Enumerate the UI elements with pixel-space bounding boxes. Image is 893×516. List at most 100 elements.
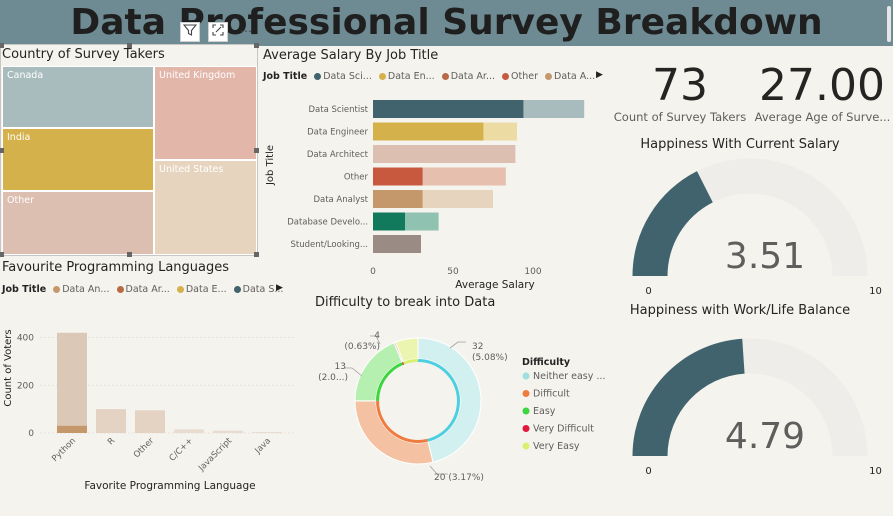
- legend-item[interactable]: Other: [498, 71, 538, 82]
- count-kpi-value: 73: [652, 60, 708, 111]
- language-bar[interactable]: [135, 410, 165, 433]
- donut-inner-ring[interactable]: [403, 359, 418, 365]
- legend-item[interactable]: Data E...: [173, 284, 227, 295]
- legend-label: Data Ar...: [450, 71, 495, 82]
- salary-bar-highlight[interactable]: [373, 190, 423, 208]
- resize-handle[interactable]: [0, 252, 4, 257]
- y-tick-label: Data Analyst: [313, 195, 368, 205]
- x-tick-label: 0: [370, 267, 376, 277]
- legend-item[interactable]: Data En...: [375, 71, 435, 82]
- legend-dot: [522, 407, 530, 415]
- legend-dot: [522, 390, 530, 397]
- treemap-cell-canada[interactable]: Canada: [2, 66, 154, 128]
- language-bar[interactable]: [174, 429, 204, 433]
- data-label: 4: [374, 331, 380, 341]
- more-options-icon: ⋯: [240, 24, 252, 38]
- treemap-cell-united-states[interactable]: United States: [154, 160, 257, 255]
- treemap-cell-united-kingdom[interactable]: United Kingdom: [154, 66, 257, 160]
- chevron-right-icon[interactable]: ▶: [596, 70, 603, 80]
- salary-bar-chart[interactable]: Data Scientist Data Engineer Data Architec…: [260, 90, 600, 295]
- languages-legend: Job Title Data An... Data Ar... Data E..…: [2, 284, 283, 295]
- x-tick-label: Other: [132, 436, 156, 460]
- legend-label[interactable]: Difficult: [533, 389, 570, 400]
- y-axis-title: Count of Voters: [3, 329, 14, 406]
- legend-title: Job Title: [263, 71, 308, 82]
- language-bar[interactable]: [252, 432, 282, 433]
- language-bar-highlight[interactable]: [57, 425, 87, 433]
- salary-bar-highlight[interactable]: [373, 122, 484, 141]
- donut-inner-ring[interactable]: [376, 362, 404, 401]
- resize-handle[interactable]: [254, 148, 259, 153]
- gauge-salary[interactable]: 3.51 0 10: [630, 150, 890, 300]
- legend-dot: [522, 372, 530, 380]
- legend-dot: [176, 286, 184, 293]
- resize-handle[interactable]: [254, 43, 259, 48]
- salary-bar-highlight[interactable]: [373, 167, 423, 186]
- x-tick-label: JavaScript: [196, 436, 234, 474]
- treemap-cell-other[interactable]: Other: [2, 191, 154, 255]
- legend-item[interactable]: Data S...: [230, 284, 283, 295]
- difficulty-donut-chart[interactable]: 32(5.08%) 20 (3.17%) 13(2.0...) 4(0.63%) Dif…: [300, 318, 620, 488]
- legend-label: Data A...: [554, 71, 596, 82]
- filter-button[interactable]: [180, 22, 200, 42]
- treemap-label: United States: [159, 164, 224, 175]
- treemap-label: India: [7, 132, 31, 143]
- data-label: 13: [335, 362, 346, 372]
- gauge-worklife-title: Happiness with Work/Life Balance: [629, 303, 851, 318]
- treemap-label: Other: [7, 195, 34, 206]
- data-label: (5.08%): [472, 353, 508, 363]
- salary-bar-highlight[interactable]: [373, 100, 524, 118]
- age-kpi-label: Average Age of Surve...: [754, 110, 891, 124]
- language-bar[interactable]: [213, 430, 243, 433]
- x-tick-label: 100: [524, 267, 541, 277]
- focus-mode-button[interactable]: [208, 22, 228, 42]
- resize-handle[interactable]: [254, 252, 259, 257]
- treemap-cell-india[interactable]: India: [2, 128, 154, 191]
- language-bar[interactable]: [96, 409, 126, 433]
- y-tick-label: Data Scientist: [309, 105, 369, 115]
- legend-item[interactable]: Data Sci...: [310, 71, 372, 82]
- legend-dot: [522, 442, 530, 450]
- resize-handle[interactable]: [0, 148, 4, 153]
- gauge-fill[interactable]: [632, 338, 745, 456]
- country-treemap[interactable]: Country of Survey Takers Canada United K…: [0, 43, 259, 257]
- legend-label[interactable]: Easy: [533, 406, 556, 417]
- data-label: (2.0...): [318, 373, 348, 383]
- languages-bar-chart[interactable]: 0 200 400 Python R Other C/C++ JavaScript Java Fa…: [0, 300, 300, 495]
- scrollbar[interactable]: [887, 6, 891, 42]
- y-tick-label: Database Develo...: [287, 218, 368, 228]
- salary-bar[interactable]: [373, 145, 516, 163]
- legend-title: Difficulty: [522, 357, 571, 368]
- x-tick-label: R: [106, 436, 117, 447]
- more-options-button[interactable]: ⋯: [236, 22, 256, 42]
- resize-handle[interactable]: [0, 43, 4, 48]
- legend-dot: [522, 425, 530, 432]
- legend-item[interactable]: Data Ar...: [438, 71, 495, 82]
- legend-dot: [116, 286, 124, 293]
- language-bar[interactable]: [57, 332, 87, 433]
- legend-label[interactable]: Very Easy: [533, 441, 580, 452]
- page-title: Data Professional Survey Breakdown: [70, 2, 823, 43]
- y-tick-label: 400: [17, 334, 34, 344]
- legend-item[interactable]: Data An...: [49, 284, 109, 295]
- legend-title: Job Title: [2, 284, 47, 295]
- resize-handle[interactable]: [127, 43, 132, 48]
- legend-dot: [441, 73, 449, 80]
- legend-label: Data En...: [387, 71, 435, 82]
- legend-label[interactable]: Neither easy ...: [533, 371, 605, 382]
- salary-bar-highlight[interactable]: [373, 235, 421, 253]
- data-label: 32: [472, 342, 483, 352]
- legend-item[interactable]: Data A...: [541, 71, 595, 82]
- gauge-fill[interactable]: [632, 171, 713, 276]
- legend-label[interactable]: Very Difficult: [533, 424, 594, 435]
- annotation-leader: [344, 367, 363, 377]
- salary-bar-highlight[interactable]: [373, 212, 405, 231]
- legend-dot: [53, 286, 61, 293]
- legend-item[interactable]: Data Ar...: [113, 284, 170, 295]
- gauge-worklife[interactable]: 4.79 0 10: [630, 316, 890, 481]
- resize-handle[interactable]: [127, 252, 132, 257]
- annotation-leader: [449, 341, 466, 349]
- legend-dot: [378, 73, 386, 80]
- chevron-right-icon[interactable]: ▶: [276, 283, 283, 293]
- donut-inner-ring[interactable]: [402, 361, 405, 365]
